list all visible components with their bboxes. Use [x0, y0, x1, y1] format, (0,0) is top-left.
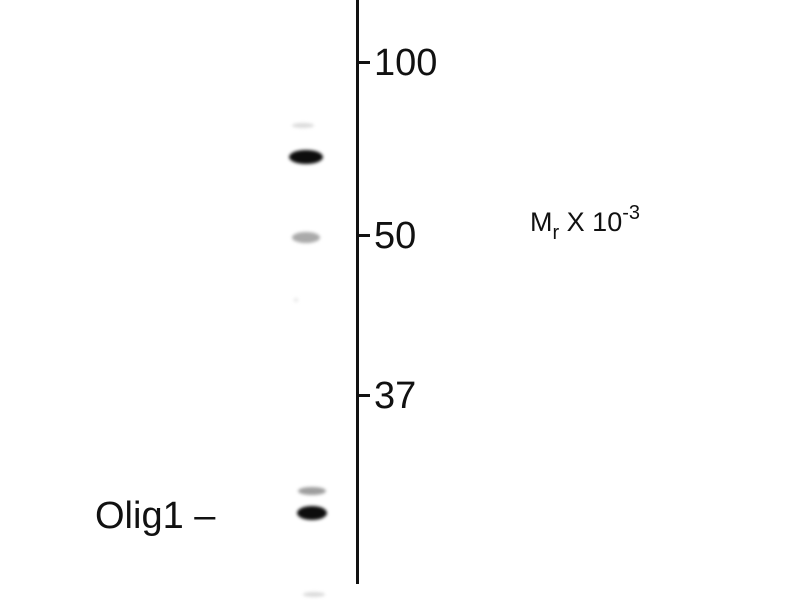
- mr-middle: X 10: [559, 207, 623, 237]
- marker-axis-line: [356, 0, 359, 584]
- marker-tick-50: [356, 234, 370, 237]
- blot-band: [292, 123, 314, 128]
- blot-band: [303, 592, 325, 597]
- blot-band: [292, 232, 320, 243]
- marker-label-37: 37: [374, 375, 417, 417]
- mr-superscript: -3: [622, 202, 641, 224]
- blot-band: [297, 506, 327, 520]
- mr-base: M: [530, 207, 553, 237]
- molecular-weight-unit-label: Mr X 10-3: [530, 202, 640, 245]
- marker-label-100: 100: [374, 42, 438, 84]
- marker-tick-100: [356, 61, 370, 64]
- olig1-band-label: Olig1 –: [95, 495, 216, 537]
- blot-band: [294, 298, 298, 302]
- blot-band: [298, 487, 326, 495]
- blot-band: [289, 150, 323, 164]
- marker-label-50: 50: [374, 215, 417, 257]
- mr-subscript: r: [552, 222, 560, 244]
- marker-tick-37: [356, 394, 370, 397]
